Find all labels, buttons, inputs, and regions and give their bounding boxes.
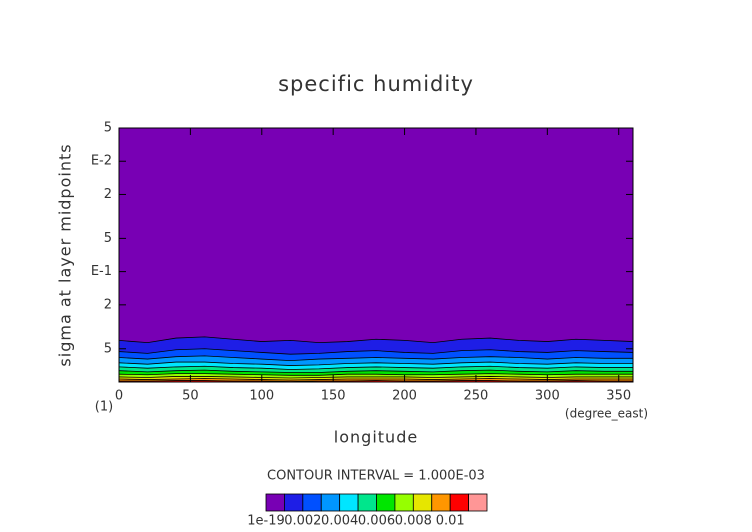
x-tick-label: 100 [249, 389, 274, 404]
y-tick-label: E-1 [91, 264, 112, 279]
x-tick-label: 200 [392, 389, 417, 404]
y-tick-label: 5 [104, 121, 112, 136]
x-tick-label: 250 [464, 389, 489, 404]
y-tick-label: 5 [104, 341, 112, 356]
x-unit: (degree_east) [565, 407, 648, 421]
colorbar-label: 0.006 [358, 514, 395, 529]
annotation: CONTOUR INTERVAL = 1.000E-03 [267, 469, 485, 484]
contour-line [118, 336, 634, 344]
y-tick-label: 5 [104, 231, 112, 246]
colorbar-box [394, 493, 414, 512]
colorbar-box [339, 493, 359, 512]
colorbar-label: 1e-19 [247, 514, 285, 529]
colorbar-box [468, 493, 488, 512]
contour-line [118, 369, 633, 373]
plot-frame [118, 127, 634, 383]
x-tick-label: 350 [606, 389, 631, 404]
contour-line [118, 355, 633, 362]
x-tick-label: 50 [182, 389, 199, 404]
x-axis-label: longitude [334, 428, 418, 447]
x-tick-label: 0 [115, 389, 123, 404]
contour-fill [118, 127, 634, 343]
x-tick-label: 150 [321, 389, 346, 404]
contour-line [118, 348, 634, 355]
colorbar-box [412, 493, 433, 512]
colorbar-label: 0.004 [321, 514, 358, 529]
contour-line [118, 373, 633, 376]
contour-line [118, 361, 633, 366]
chart-title: specific humidity [278, 72, 474, 96]
y-tick-label: 2 [104, 187, 112, 202]
colorbar-box [302, 493, 322, 512]
y-tick-label: (1) [95, 400, 113, 415]
colorbar-box [431, 493, 451, 512]
colorbar-box [376, 493, 396, 512]
colorbar-box [284, 493, 304, 512]
y-tick-label: E-2 [91, 154, 112, 169]
colorbar-box [265, 493, 285, 512]
contour-line [118, 365, 633, 370]
colorbar-box [320, 493, 341, 512]
y-axis-label: sigma at layer midpoints [56, 143, 75, 366]
colorbar-box [449, 493, 469, 512]
colorbar-label: 0.008 [395, 514, 432, 529]
x-tick-label: 300 [535, 389, 560, 404]
y-tick-label: 2 [104, 297, 112, 312]
colorbar-label: 0.002 [284, 514, 321, 529]
colorbar-label: 0.01 [436, 514, 465, 529]
colorbar-box [357, 493, 377, 512]
